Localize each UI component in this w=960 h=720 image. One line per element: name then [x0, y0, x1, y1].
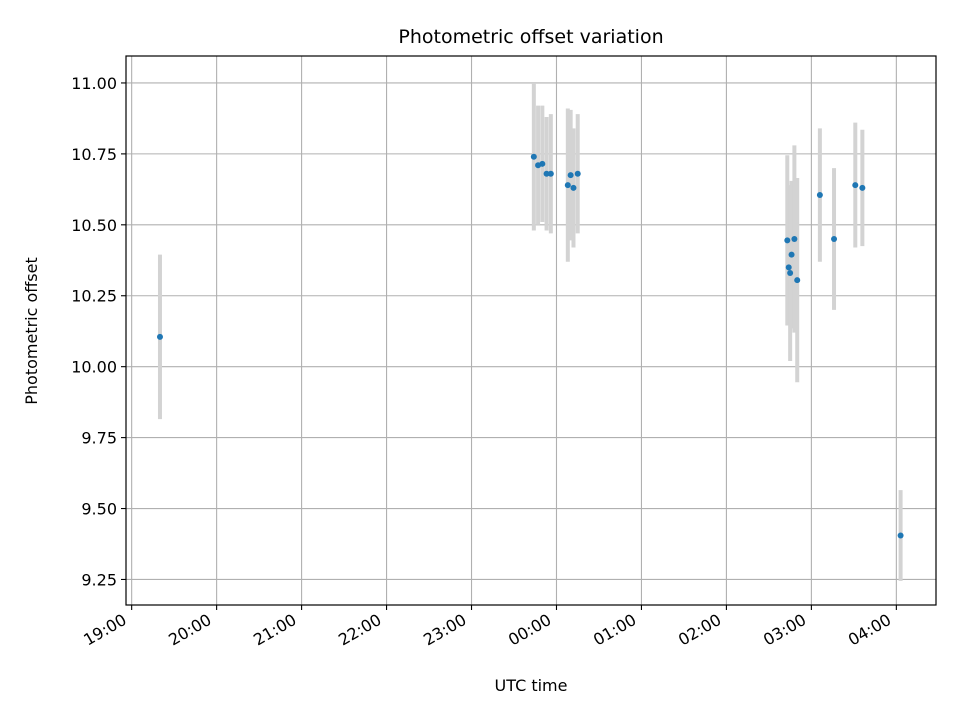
x-axis-label: UTC time	[495, 676, 568, 695]
x-tick-label: 04:00	[845, 610, 894, 650]
data-point	[567, 172, 574, 179]
x-tick-label: 02:00	[675, 610, 724, 650]
data-point	[831, 236, 838, 242]
y-tick-label: 10.25	[71, 287, 117, 306]
x-tick-label: 00:00	[505, 610, 554, 650]
data-point	[787, 270, 794, 277]
y-tick-label: 10.00	[71, 358, 117, 377]
data-point	[785, 264, 792, 271]
data-point	[530, 153, 537, 160]
plot-area-frame	[125, 55, 937, 606]
data-point	[859, 184, 866, 191]
data-point	[816, 192, 823, 199]
data-point	[543, 170, 550, 177]
data-point	[574, 170, 581, 177]
data-point	[788, 251, 795, 258]
data-point	[791, 236, 798, 242]
x-tick-label: 23:00	[420, 610, 469, 650]
y-tick-label: 9.75	[81, 429, 117, 448]
x-tick-label: 22:00	[335, 610, 384, 650]
x-tick-label: 03:00	[760, 610, 809, 650]
data-point	[784, 237, 791, 244]
x-tick-label: 19:00	[80, 610, 129, 650]
data-point	[547, 170, 554, 177]
y-tick-label: 9.25	[81, 570, 117, 589]
data-point	[539, 160, 546, 167]
data-points	[156, 153, 904, 539]
data-point	[897, 532, 904, 539]
grid-lines	[126, 56, 936, 605]
data-point	[564, 182, 571, 189]
y-tick-label: 10.50	[71, 216, 117, 235]
error-bars	[157, 82, 903, 581]
chart-title: Photometric offset variation	[398, 26, 663, 48]
x-tick-label: 20:00	[165, 610, 214, 650]
x-tick-label: 01:00	[590, 610, 639, 650]
data-point	[794, 277, 801, 284]
y-tick-label: 11.00	[71, 74, 117, 93]
y-axis-label: Photometric offset	[22, 257, 41, 405]
x-tick-label: 21:00	[250, 610, 299, 650]
axis-ticks: 19:00 20:00 21:00 22:00 23:00 00:00 01:00 02:00…	[71, 74, 897, 650]
y-tick-label: 9.50	[81, 500, 117, 519]
y-tick-label: 10.75	[71, 145, 117, 164]
data-point	[570, 184, 577, 191]
data-point	[852, 182, 859, 189]
data-point	[156, 333, 163, 340]
